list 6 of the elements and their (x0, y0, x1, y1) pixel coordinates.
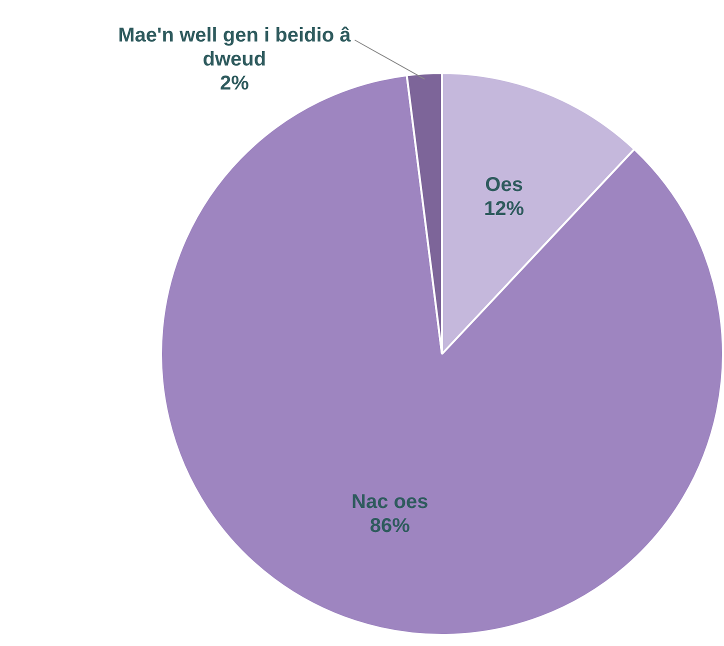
data-label: 86% (370, 514, 410, 537)
slice-label: Mae'n well gen i beidio â dweud (118, 24, 352, 71)
slice-label: Nac oes (352, 490, 428, 513)
data-label: 12% (484, 198, 524, 220)
data-label: 2% (220, 72, 250, 95)
slice-label: Oes (485, 174, 523, 196)
